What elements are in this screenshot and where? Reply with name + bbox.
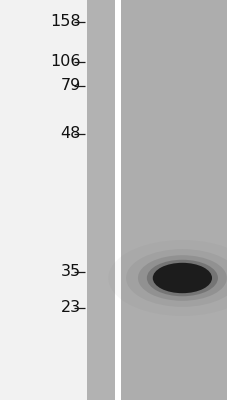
Bar [120,0,227,400]
Bar [115,0,120,400]
Text: 106: 106 [50,54,81,70]
Text: 35: 35 [61,264,81,280]
Text: 23: 23 [61,300,81,316]
Ellipse shape [146,260,217,296]
Text: 79: 79 [60,78,81,94]
Text: 158: 158 [50,14,81,30]
Ellipse shape [137,255,226,301]
Ellipse shape [152,263,211,293]
Bar [86,0,115,400]
Text: 48: 48 [60,126,81,142]
Ellipse shape [126,249,227,307]
